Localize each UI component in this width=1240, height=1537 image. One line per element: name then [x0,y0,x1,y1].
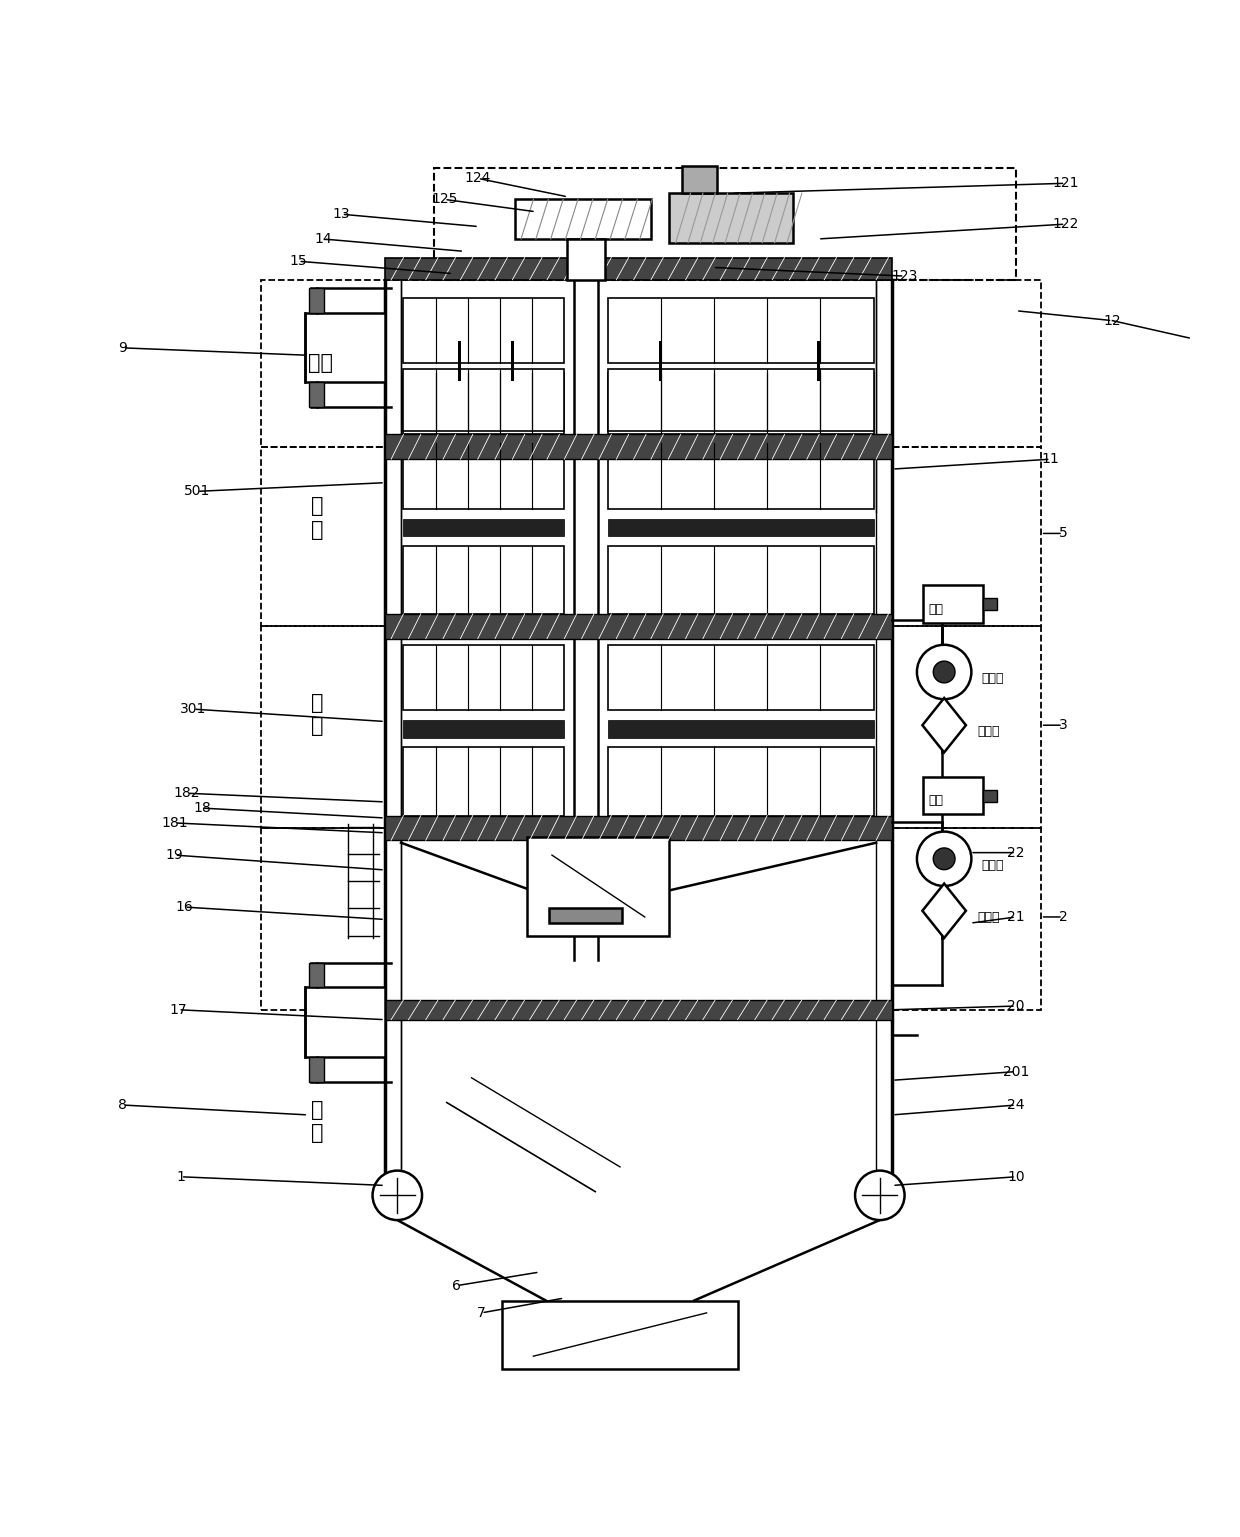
Bar [608,443,874,509]
Text: 3: 3 [1059,718,1068,732]
Bar [403,518,564,536]
Text: 加药: 加药 [928,795,944,807]
Text: 22: 22 [1007,845,1024,859]
Bar [384,435,893,460]
Bar [310,289,325,314]
Bar [305,314,384,383]
Bar [608,546,874,613]
Bar [434,169,1016,280]
Text: 121: 121 [1053,177,1079,191]
Text: 过滤器: 过滤器 [977,725,999,738]
Bar [384,816,893,841]
Text: 1: 1 [176,1170,185,1183]
Bar [670,194,794,243]
Text: 24: 24 [1007,1097,1024,1113]
Bar [982,790,997,802]
Text: 2: 2 [1059,910,1068,924]
Text: 10: 10 [1007,1170,1024,1183]
Text: 循环泵: 循环泵 [981,672,1003,686]
Text: 182: 182 [174,787,200,801]
Bar [608,721,874,738]
Text: 5: 5 [1059,527,1068,541]
Circle shape [856,1171,904,1220]
Bar [310,1057,325,1082]
Text: 13: 13 [332,207,351,221]
Text: 脱水: 脱水 [308,354,334,373]
Bar [403,298,564,363]
Bar [403,443,564,509]
Text: 124: 124 [465,171,491,186]
Text: 181: 181 [161,816,188,830]
Bar [262,280,1040,447]
Text: 125: 125 [432,192,458,206]
Text: 循环泵: 循环泵 [981,859,1003,871]
Bar [567,238,605,280]
Bar [608,372,874,435]
Bar [608,518,874,536]
Bar [608,747,874,816]
Bar [608,298,874,363]
Bar [262,626,1040,828]
Bar [608,646,874,710]
Bar [403,546,564,613]
Text: 6: 6 [453,1279,461,1293]
Text: 9: 9 [118,341,126,355]
Text: 17: 17 [170,1002,187,1017]
Bar [310,962,325,987]
Text: 122: 122 [1053,217,1079,231]
Text: 14: 14 [314,232,332,246]
Text: 15: 15 [289,254,308,269]
Bar [403,646,564,710]
Bar [923,778,982,815]
Bar [305,987,384,1057]
Bar [384,1001,893,1019]
Circle shape [916,832,971,885]
Circle shape [934,848,955,870]
Bar [923,586,982,622]
Circle shape [372,1171,422,1220]
Text: 501: 501 [184,484,210,498]
Bar [982,598,997,610]
Text: 除
尘: 除 尘 [311,1099,324,1142]
Bar [515,200,651,238]
Text: 21: 21 [1007,910,1024,924]
Text: 脱
硫: 脱 硫 [311,693,324,736]
Bar [262,828,1040,1010]
Bar [262,447,1040,626]
Bar [403,372,564,435]
Bar [310,383,325,407]
Polygon shape [923,698,966,753]
Bar [502,1300,738,1368]
Text: 18: 18 [193,801,211,815]
Text: 7: 7 [477,1306,486,1320]
Text: 16: 16 [176,901,193,915]
Text: 11: 11 [1042,452,1059,466]
Text: 123: 123 [892,269,918,283]
Bar [403,721,564,738]
Bar [384,613,893,638]
Text: 12: 12 [1104,314,1121,327]
Text: 301: 301 [180,702,206,716]
Text: 过滤器: 过滤器 [977,911,999,924]
Text: 20: 20 [1007,999,1024,1013]
Bar [527,836,670,936]
Bar [403,369,564,430]
Text: 201: 201 [1003,1065,1029,1079]
Bar [682,166,717,194]
Text: 脱
硝: 脱 硝 [311,496,324,539]
Circle shape [934,661,955,682]
Text: 8: 8 [118,1097,126,1113]
Polygon shape [923,884,966,938]
Bar [549,908,622,924]
Text: 19: 19 [166,848,184,862]
Bar [608,369,874,430]
Bar [384,258,893,280]
Bar [403,747,564,816]
Circle shape [916,646,971,699]
Text: 加药: 加药 [928,603,944,616]
